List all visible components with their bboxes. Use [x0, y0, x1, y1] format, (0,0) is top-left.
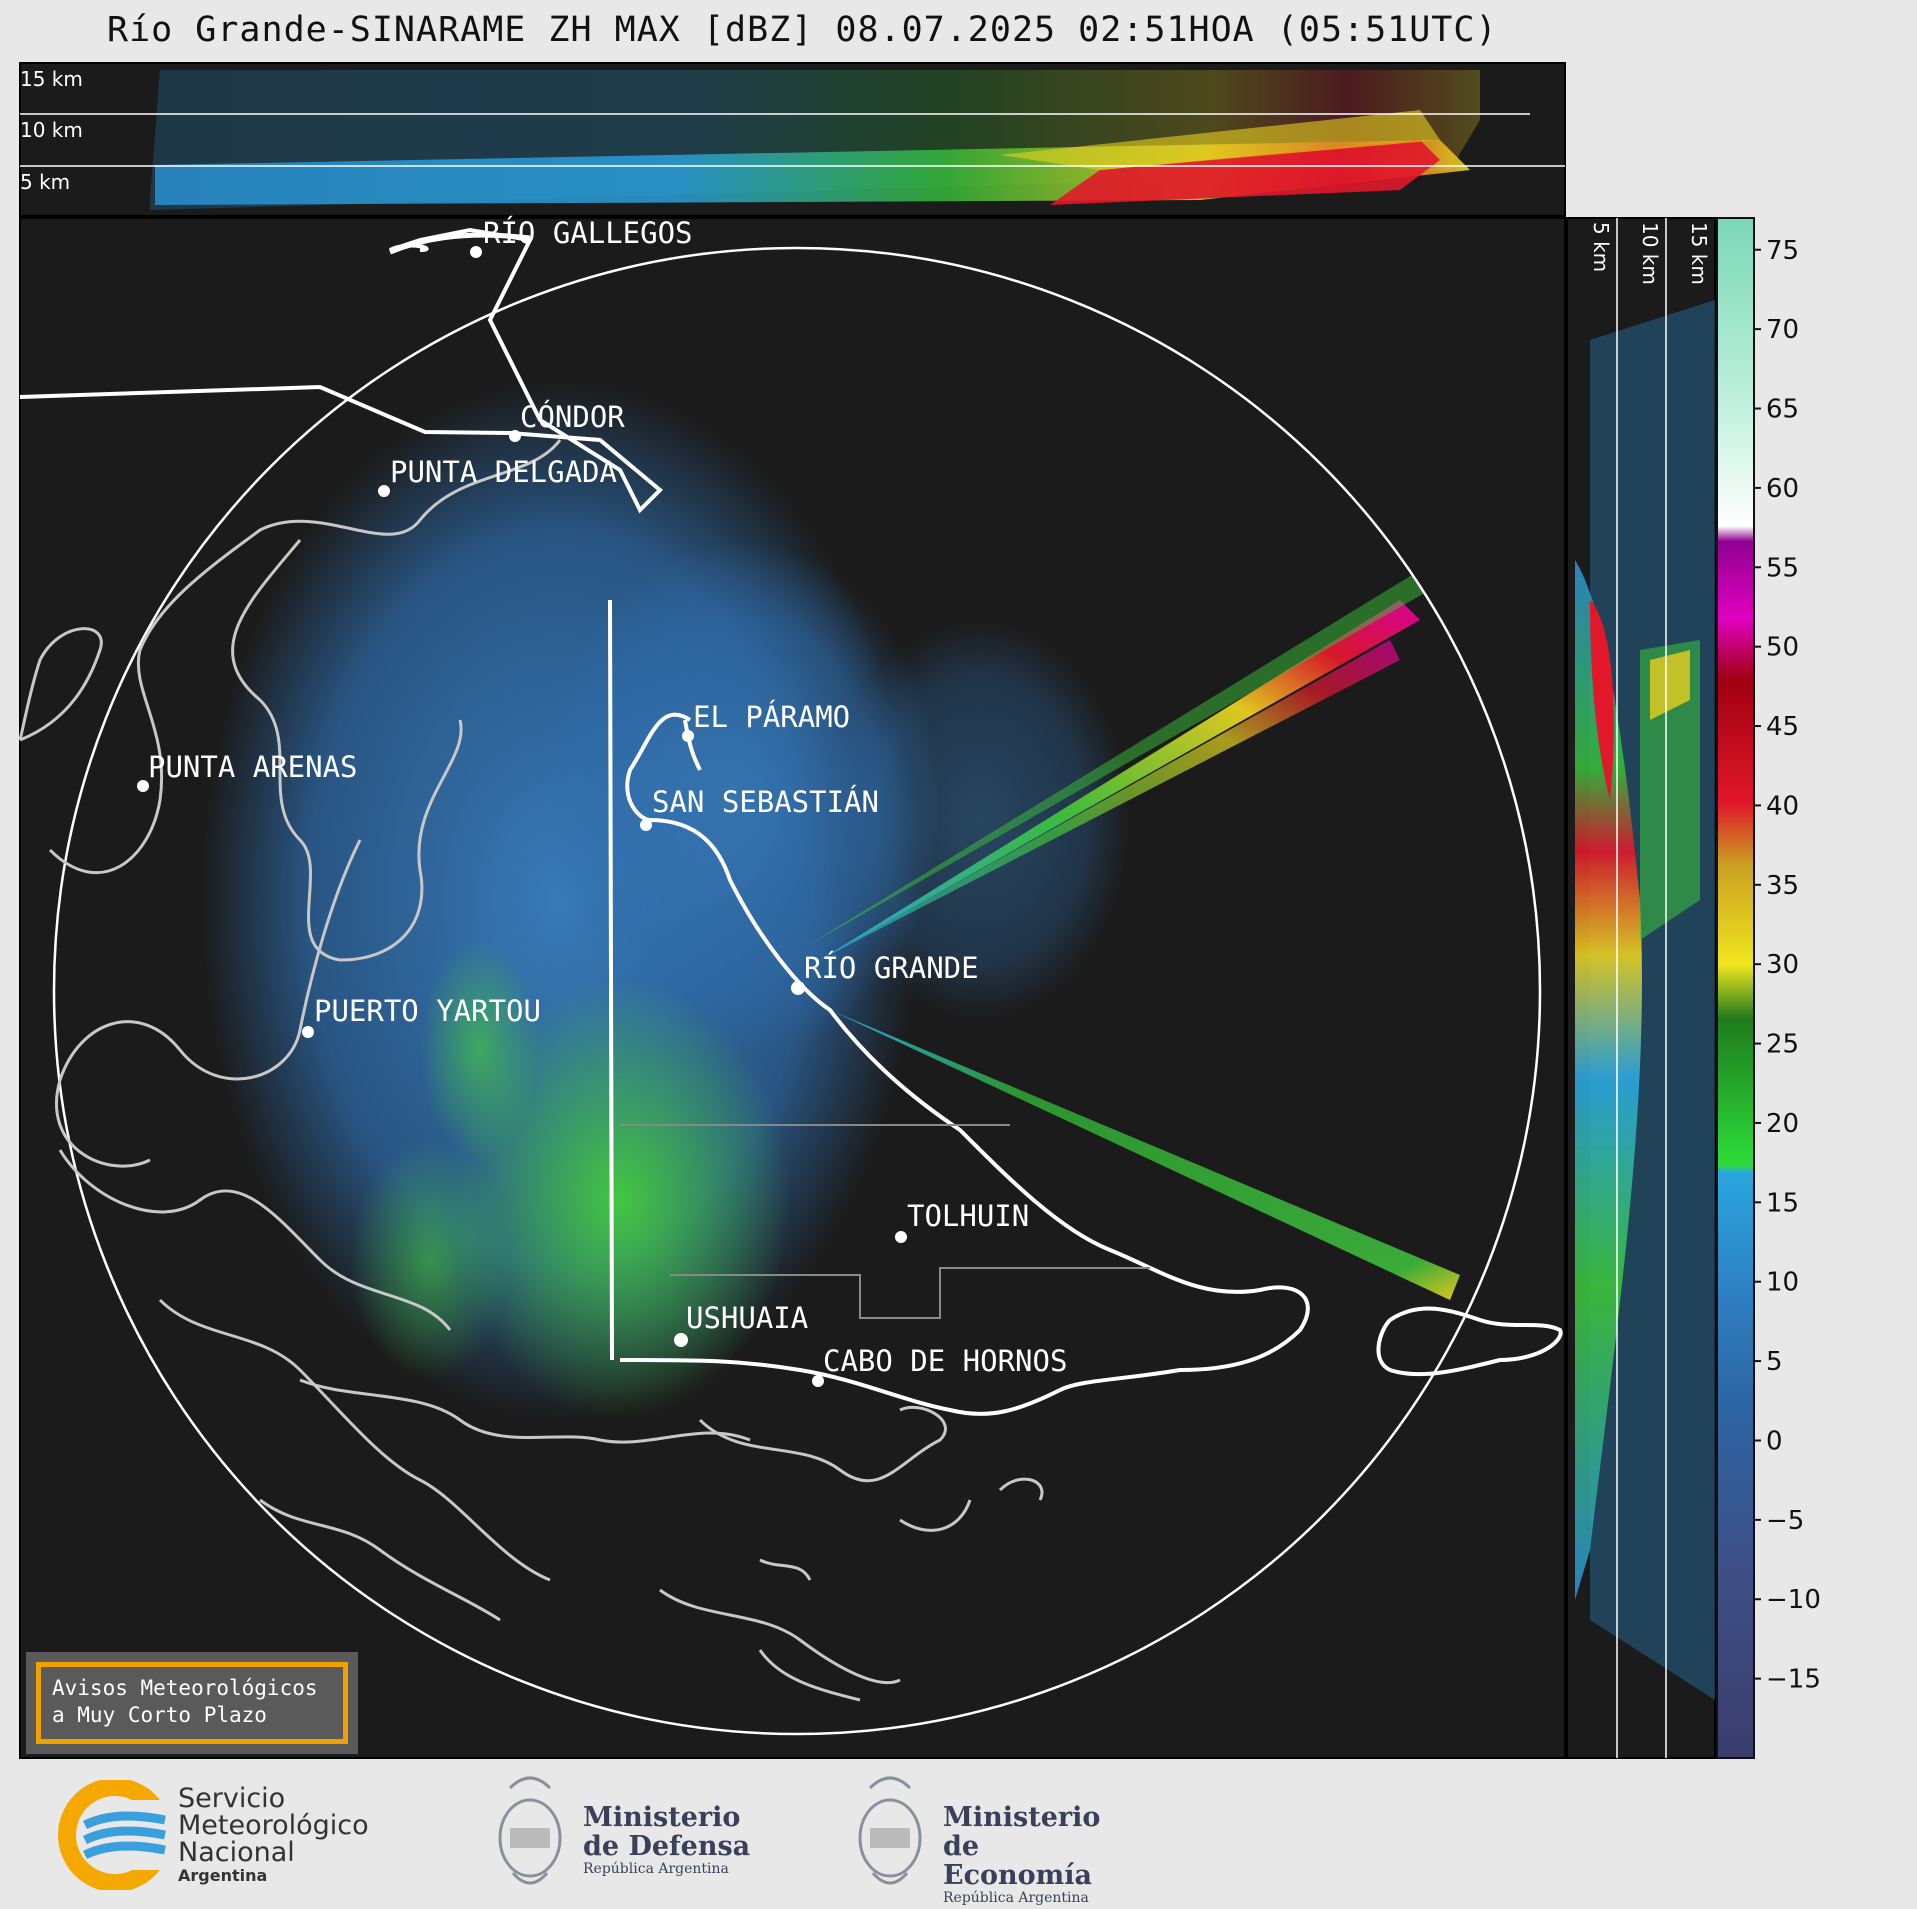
top-cross-section: 15 km 10 km 5 km	[19, 62, 1566, 217]
colorbar-tick-label: 10	[1766, 1268, 1799, 1298]
svg-text:CABO DE HORNOS: CABO DE HORNOS	[823, 1344, 1067, 1378]
city-tolhuin: TOLHUIN	[895, 1199, 1029, 1243]
colorbar-tick-label: 70	[1766, 315, 1799, 345]
city-ushuaia: USHUAIA	[674, 1301, 808, 1347]
side-height-5: 5 km	[1589, 222, 1613, 272]
smn-line1: Servicio	[178, 1783, 286, 1814]
side-height-10: 10 km	[1638, 222, 1662, 285]
smn-logo: Servicio Meteorológico Nacional Argentin…	[55, 1768, 395, 1898]
colorbar-tick-label: 50	[1766, 633, 1799, 663]
colorbar-tick-label: −5	[1766, 1506, 1804, 1536]
colorbar-tick-label: 55	[1766, 553, 1799, 583]
colorbar-tick-label: 0	[1766, 1426, 1783, 1456]
ministerio-economia-logo: Ministerio de Economía República Argenti…	[855, 1768, 1135, 1906]
radar-map: RÍO GALLEGOS CÓNDOR PUNTA DELGADA EL PÁR…	[18, 216, 1566, 1759]
defensa-sub: República Argentina	[583, 1861, 729, 1877]
svg-text:EL PÁRAMO: EL PÁRAMO	[693, 700, 850, 734]
economia-sub: República Argentina	[943, 1890, 1089, 1906]
city-el-paramo: EL PÁRAMO	[682, 700, 850, 742]
svg-text:RÍO GALLEGOS: RÍO GALLEGOS	[483, 216, 693, 250]
city-rio-grande: RÍO GRANDE	[791, 951, 979, 995]
coat-of-arms-icon	[498, 1776, 562, 1885]
svg-text:TOLHUIN: TOLHUIN	[907, 1199, 1029, 1233]
svg-text:CÓNDOR: CÓNDOR	[520, 400, 625, 434]
colorbar-tick-label: 5	[1766, 1347, 1783, 1377]
economia-title2: de Economía	[943, 1831, 1092, 1891]
alert-box[interactable]: Avisos Meteorológicos a Muy Corto Plazo	[26, 1652, 358, 1754]
smn-emblem-icon	[58, 1780, 175, 1890]
svg-text:PUERTO YARTOU: PUERTO YARTOU	[314, 994, 541, 1028]
colorbar-tick-label: 20	[1766, 1109, 1799, 1139]
city-puerto-yartou: PUERTO YARTOU	[302, 994, 541, 1038]
city-rio-gallegos: RÍO GALLEGOS	[470, 216, 693, 258]
defensa-title2: de Defensa	[583, 1831, 751, 1862]
colorbar-tick-label: 35	[1766, 871, 1799, 901]
coat-of-arms-icon	[858, 1776, 922, 1885]
city-punta-delgada: PUNTA DELGADA	[378, 455, 617, 497]
svg-text:PUNTA DELGADA: PUNTA DELGADA	[390, 455, 617, 489]
side-cross-section: 5 km 10 km 15 km	[1566, 217, 1716, 1759]
coastlines	[18, 439, 1044, 1702]
city-markers: RÍO GALLEGOS CÓNDOR PUNTA DELGADA EL PÁR…	[137, 216, 1067, 1387]
colorbar-tick-label: 30	[1766, 950, 1799, 980]
side-height-15: 15 km	[1687, 222, 1711, 285]
city-san-sebastian: SAN SEBASTIÁN	[640, 785, 879, 831]
alert-text: Avisos Meteorológicos a Muy Corto Plazo	[36, 1662, 348, 1744]
city-condor: CÓNDOR	[509, 400, 625, 442]
city-punta-arenas: PUNTA ARENAS	[137, 750, 358, 792]
echo-layer	[200, 380, 1460, 1420]
provincial-lines	[620, 1124, 1150, 1319]
top-height-15: 15 km	[20, 67, 83, 91]
page-title: Río Grande-SINARAME ZH MAX [dBZ] 08.07.2…	[107, 10, 1498, 50]
colorbar-tick-label: 45	[1766, 712, 1799, 742]
smn-line3: Nacional	[178, 1837, 295, 1868]
top-height-5: 5 km	[20, 170, 70, 194]
colorbar-tick-label: 25	[1766, 1030, 1799, 1060]
colorbar-tick-label: 40	[1766, 791, 1799, 821]
colorbar-tick-label: 15	[1766, 1188, 1799, 1218]
svg-text:RÍO GRANDE: RÍO GRANDE	[804, 951, 979, 985]
top-height-10: 10 km	[20, 118, 83, 142]
defensa-title1: Ministerio	[583, 1802, 741, 1833]
colorbar-tick-label: 60	[1766, 474, 1799, 504]
smn-line4: Argentina	[178, 1866, 268, 1885]
economia-title1: Ministerio	[943, 1802, 1101, 1833]
ministerio-defensa-logo: Ministerio de Defensa República Argentin…	[495, 1768, 755, 1898]
city-cabo-de-hornos: CABO DE HORNOS	[812, 1344, 1067, 1387]
ne-echo-beam	[820, 600, 1420, 960]
svg-text:PUNTA ARENAS: PUNTA ARENAS	[148, 750, 358, 784]
colorbar-tick-label: −10	[1766, 1585, 1821, 1615]
smn-line2: Meteorológico	[178, 1810, 369, 1841]
colorbar-tick-label: 65	[1766, 395, 1799, 425]
se-echo-beam	[830, 1010, 1460, 1300]
svg-text:USHUAIA: USHUAIA	[686, 1301, 808, 1335]
range-ring	[52, 246, 1542, 1736]
svg-text:SAN SEBASTIÁN: SAN SEBASTIÁN	[652, 785, 879, 819]
colorbar-tick-label: 75	[1766, 236, 1799, 266]
borders	[19, 227, 1563, 1416]
colorbar-tick-label: −15	[1766, 1665, 1821, 1695]
